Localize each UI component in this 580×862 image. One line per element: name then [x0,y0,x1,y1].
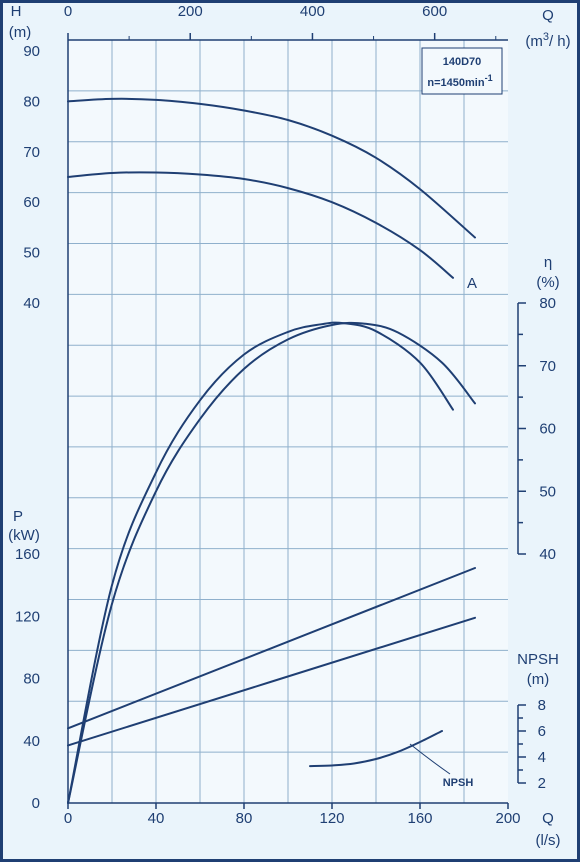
head-tick-label: 60 [23,194,40,211]
efficiency-axis [517,302,526,555]
npsh-tick-label: 4 [538,749,546,766]
head-tick-label: 90 [23,43,40,60]
npsh-axis-label: NPSH [517,651,559,668]
power-axis-label: P [13,508,23,525]
head-curve-full-impeller [67,97,476,239]
power-tick-label: 160 [15,546,40,563]
npsh-tick-label: 8 [538,697,546,714]
bottom-q-label: Q [542,810,554,827]
efficiency-axis-unit: (%) [536,274,559,291]
speed-label: n=1450min-1 [427,73,492,89]
head-curve-a [67,171,454,279]
top-x-tick-label: 400 [300,3,325,20]
model-info-box [421,47,503,95]
power-tick-label: 120 [15,608,40,625]
head-axis-label: H [11,3,22,20]
model-label: 140D70 [443,56,482,68]
top-x-tick-label: 200 [178,3,203,20]
power-curve-full-impeller [67,567,476,730]
efficiency-tick-label: 60 [539,421,556,438]
power-axis-unit: (kW) [8,527,40,544]
efficiency-curve-full-impeller [67,321,476,804]
head-tick-label: 80 [23,93,40,110]
efficiency-tick-label: 50 [539,483,556,500]
x-tick-label: 40 [148,810,165,827]
x-tick-label: 160 [407,810,432,827]
npsh-axis [517,704,526,784]
top-x-tick-label: 0 [64,3,72,20]
power-curve-a [67,616,476,747]
curve-a-label: A [467,275,477,292]
top-x-tick-label: 600 [422,3,447,20]
npsh-tick-label: 2 [538,775,546,792]
head-axis-unit: (m) [9,24,32,41]
x-tick-label: 80 [236,810,253,827]
head-tick-label: 70 [23,144,40,161]
x-tick-label: 0 [64,810,72,827]
bottom-q-unit: (l/s) [536,832,561,849]
npsh-curve-npsh [309,730,443,768]
head-tick-label: 40 [23,295,40,312]
efficiency-tick-label: 40 [539,546,556,563]
npsh-tick-label: 6 [538,723,546,740]
top-q-label: Q [542,7,554,24]
efficiency-tick-label: 80 [539,295,556,312]
efficiency-curve-a [67,321,454,804]
x-tick-label: 120 [319,810,344,827]
efficiency-tick-label: 70 [539,358,556,375]
npsh-curve-label: NPSH [443,777,474,789]
head-tick-label: 50 [23,245,40,262]
efficiency-axis-label: η [544,254,552,271]
power-tick-label: 0 [32,795,40,812]
npsh-leader-line [409,743,451,775]
power-tick-label: 80 [23,671,40,688]
top-q-unit: (m3/ h) [525,31,570,50]
npsh-axis-unit: (m) [527,671,550,688]
x-tick-label: 200 [495,810,520,827]
power-tick-label: 40 [23,733,40,750]
